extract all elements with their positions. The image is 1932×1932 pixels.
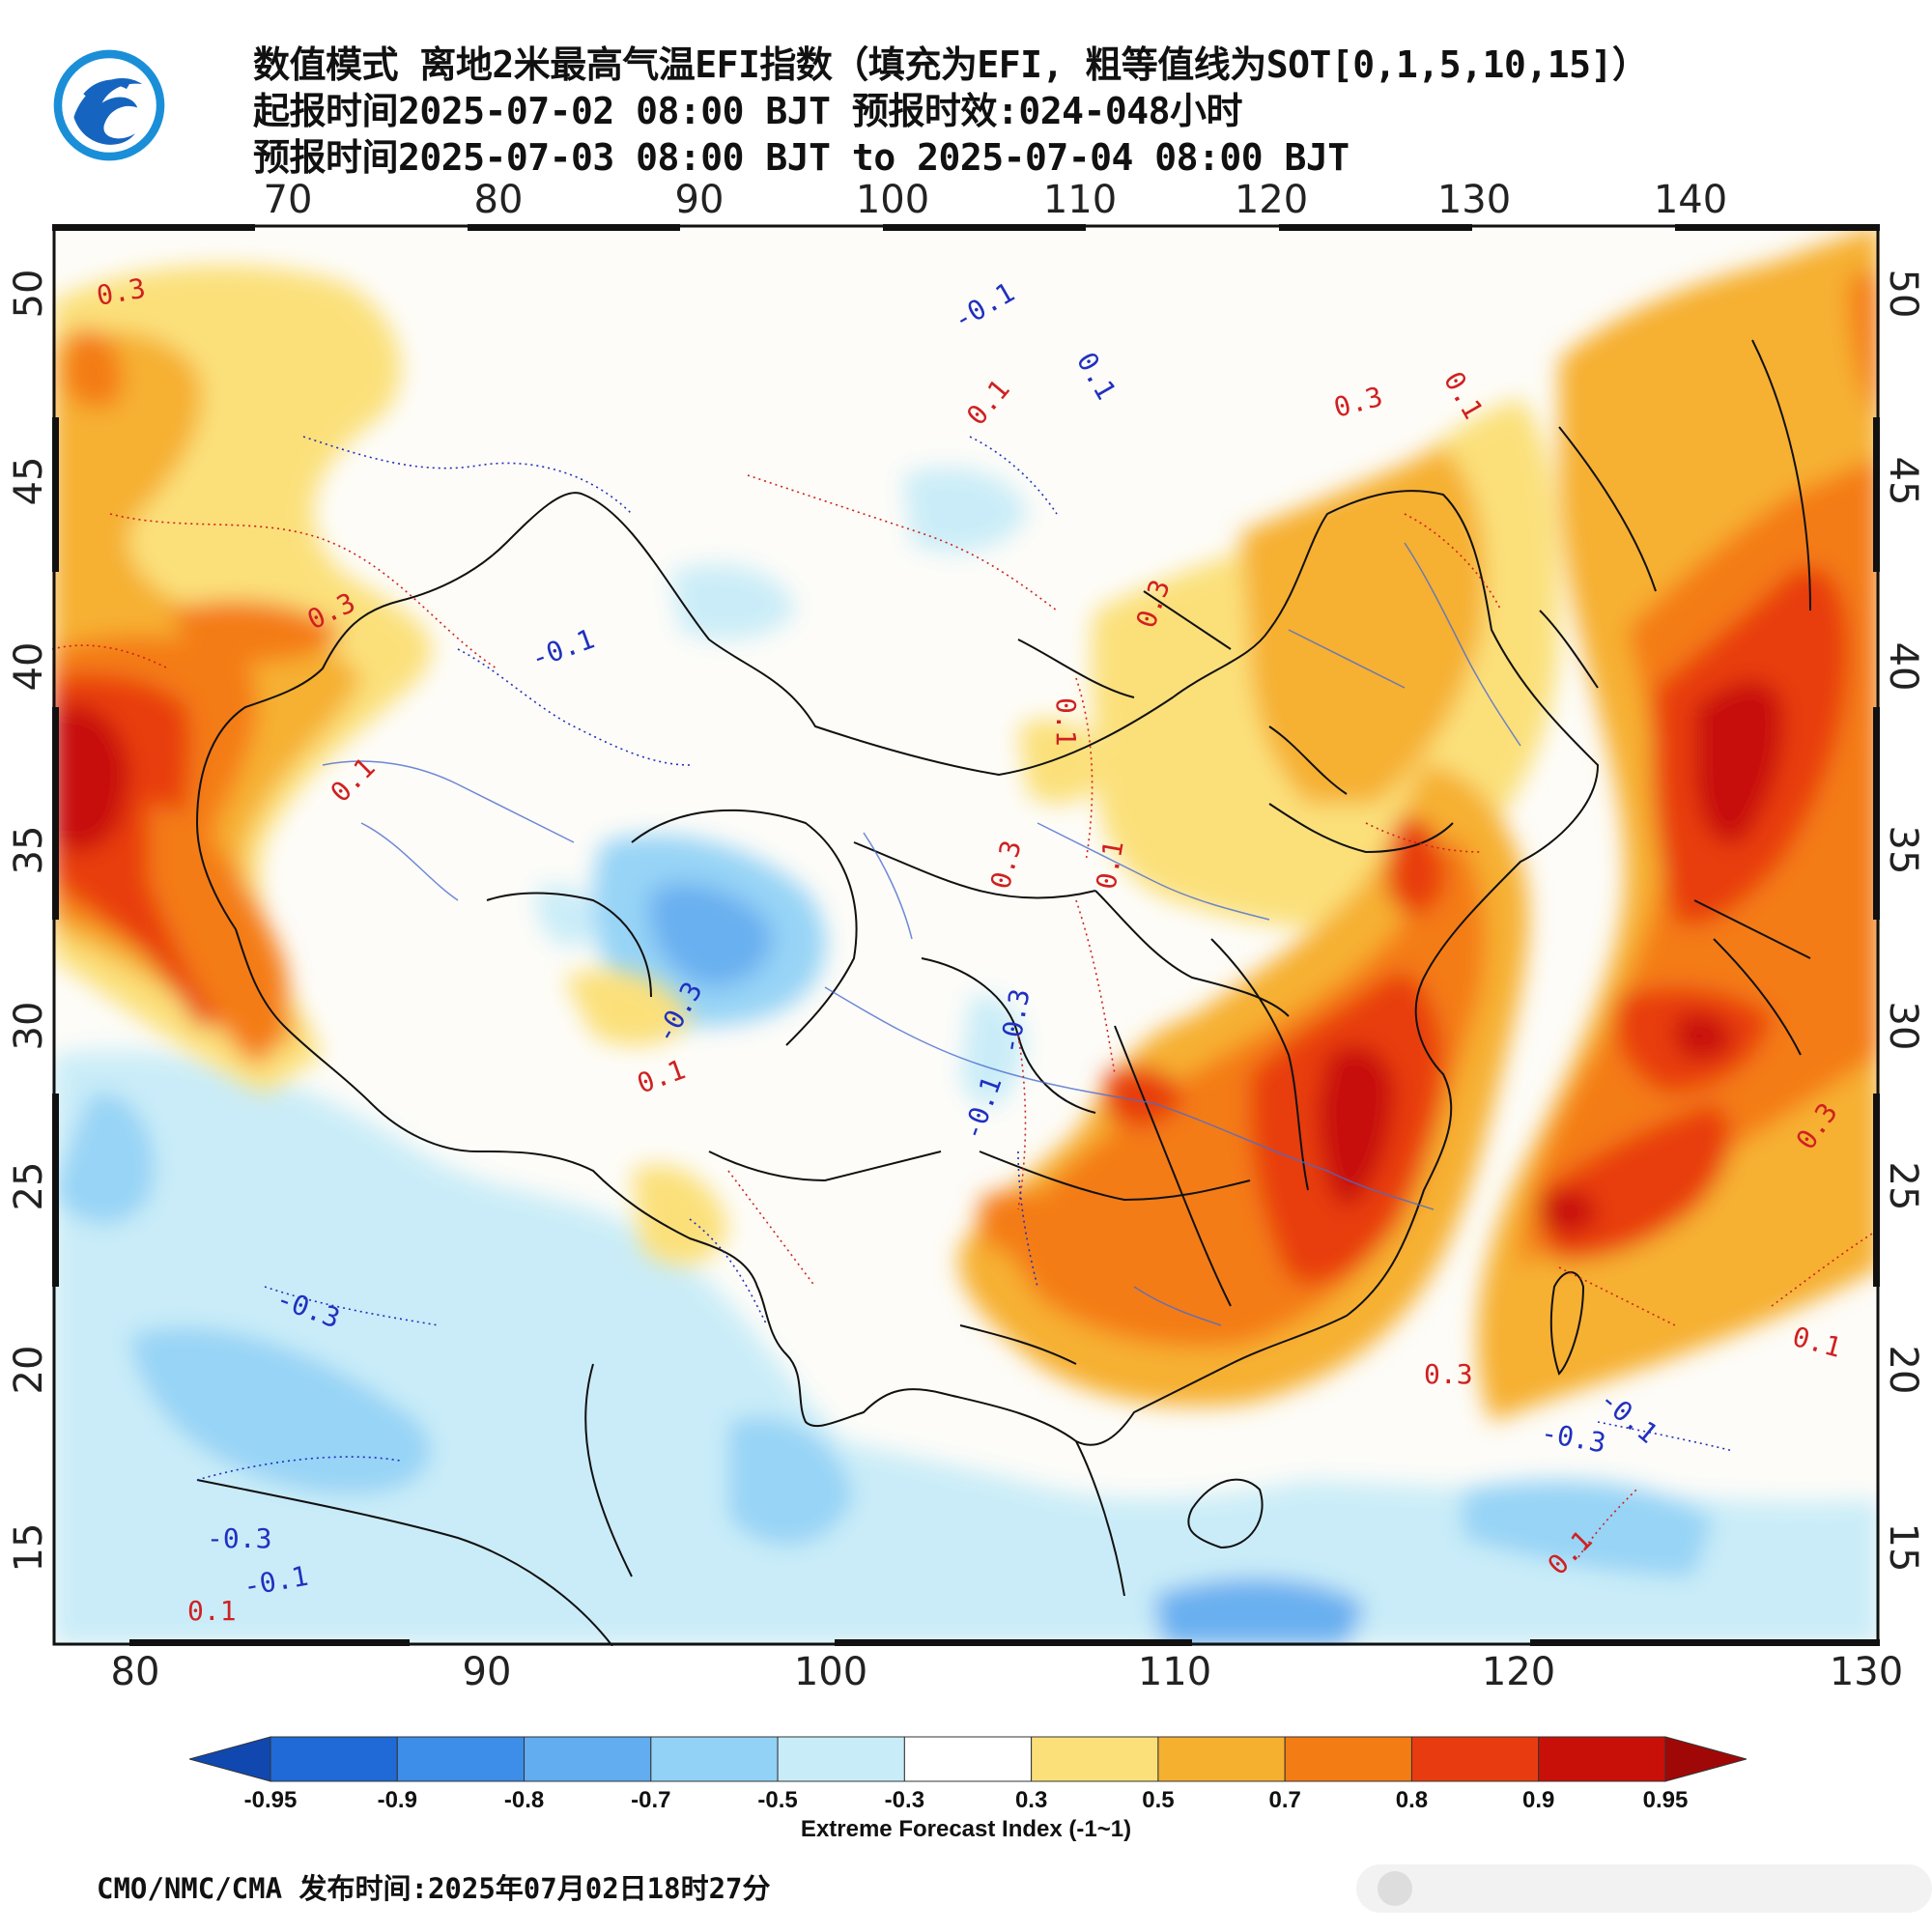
bottom-longitude-label: 100 [794, 1650, 867, 1694]
watermark-icon [1356, 1855, 1932, 1922]
colorbar-label: 0.8 [1396, 1787, 1428, 1814]
colorbar-segment [1539, 1737, 1665, 1781]
colorbar-segment [1665, 1737, 1747, 1781]
right-latitude-label: 15 [1881, 1523, 1925, 1573]
colorbar-segment [189, 1737, 270, 1781]
colorbar-label: 0.9 [1522, 1787, 1554, 1814]
colorbar-segment [1032, 1737, 1158, 1781]
colorbar-segment [651, 1737, 778, 1781]
colorbar-label: -0.9 [378, 1787, 417, 1814]
top-longitude-label: 120 [1235, 178, 1308, 222]
bottom-longitude-label: 80 [111, 1650, 160, 1694]
right-latitude-label: 45 [1881, 457, 1925, 506]
bottom-longitude-label: 90 [463, 1650, 512, 1694]
colorbar-label: -0.5 [757, 1787, 797, 1814]
colorbar-segment [397, 1737, 524, 1781]
title-line-2: 起报时间2025-07-02 08:00 BJT 预报时效:024-048小时 [253, 81, 1242, 134]
top-longitude-label: 90 [675, 178, 724, 222]
colorbar-segment [904, 1737, 1031, 1781]
colorbar-segment [1285, 1737, 1411, 1781]
top-longitude-label: 130 [1437, 178, 1511, 222]
bottom-longitude-label: 110 [1138, 1650, 1211, 1694]
colorbar-label: -0.7 [631, 1787, 670, 1814]
colorbar-label: 0.5 [1142, 1787, 1174, 1814]
right-latitude-label: 25 [1881, 1162, 1925, 1211]
colorbar-segment [1411, 1737, 1538, 1781]
top-longitude-label: 110 [1043, 178, 1117, 222]
colorbar-segment [1158, 1737, 1285, 1781]
contour-label: 0.1 [1050, 697, 1082, 747]
left-latitude-label: 35 [7, 826, 51, 875]
left-latitude-label: 50 [7, 270, 51, 319]
left-latitude-label: 25 [7, 1162, 51, 1211]
colorbar-label: 0.95 [1643, 1787, 1689, 1814]
top-longitude-label: 80 [474, 178, 524, 222]
left-latitude-label: 30 [7, 1002, 51, 1051]
contour-label: -0.3 [207, 1522, 271, 1554]
top-longitude-label: 70 [264, 178, 313, 222]
colorbar-label: 0.3 [1015, 1787, 1047, 1814]
colorbar-segment [270, 1737, 397, 1781]
colorbar-segment [525, 1737, 651, 1781]
left-latitude-label: 40 [7, 642, 51, 692]
title-line-1: 数值模式 离地2米最高气温EFI指数（填充为EFI, 粗等值线为SOT[0,1,… [253, 35, 1648, 88]
right-latitude-label: 20 [1881, 1346, 1925, 1395]
colorbar-label: -0.3 [885, 1787, 924, 1814]
top-longitude-label: 100 [856, 178, 929, 222]
right-latitude-label: 30 [1881, 1002, 1925, 1051]
left-latitude-label: 20 [7, 1346, 51, 1395]
title-line-3: 预报时间2025-07-03 08:00 BJT to 2025-07-04 0… [253, 128, 1350, 181]
contour-label: 0.1 [187, 1595, 237, 1627]
colorbar-label: 0.7 [1268, 1787, 1300, 1814]
colorbar-segment [778, 1737, 904, 1781]
right-latitude-label: 35 [1881, 826, 1925, 875]
colorbar-label: -0.8 [504, 1787, 544, 1814]
bottom-longitude-label: 130 [1830, 1650, 1903, 1694]
colorbar-label: -0.95 [244, 1787, 298, 1814]
left-latitude-label: 15 [7, 1523, 51, 1573]
left-latitude-label: 45 [7, 457, 51, 506]
colorbar-title: Extreme Forecast Index (-1~1) [801, 1816, 1131, 1843]
right-latitude-label: 50 [1881, 270, 1925, 319]
efi-map: 0.3 0.3 -0.1 0.1 -0.1 0.1 0.1 0.3 0.3 0.… [52, 224, 1880, 1646]
top-longitude-label: 140 [1654, 178, 1727, 222]
colorbar [189, 1735, 1747, 1783]
right-latitude-label: 40 [1881, 642, 1925, 692]
footer-publish-time: CMO/NMC/CMA 发布时间:2025年07月02日18时27分 [97, 1866, 771, 1907]
cma-logo-icon [50, 46, 168, 164]
contour-label: 0.3 [1424, 1358, 1473, 1390]
bottom-longitude-label: 120 [1482, 1650, 1555, 1694]
